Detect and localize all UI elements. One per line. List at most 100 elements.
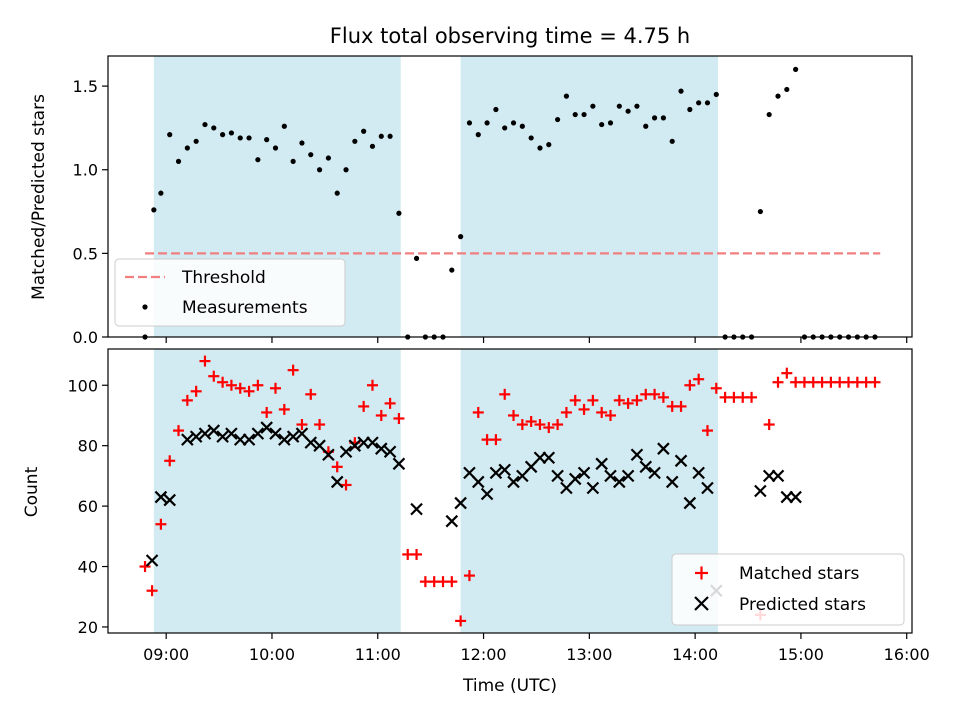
measurement-point [458,234,464,240]
measurement-point [757,208,763,215]
measurement-point [713,91,719,98]
measurement-point [228,130,235,136]
matched-star-point [746,391,758,403]
predicted-star-point [225,427,238,440]
bottom-y-tick-label: 20 [78,618,98,637]
predicted-star-point [392,457,406,471]
measurement-point [299,140,305,146]
measurement-point [599,121,605,128]
measurement-point [616,103,622,109]
measurement-point [151,207,157,213]
measurement-point [572,111,578,118]
predicted-star-points [145,421,802,597]
x-tick-label: 15:00 [778,645,824,664]
chart-title: Flux total observing time = 4.75 h [330,24,690,48]
x-tick-label: 09:00 [143,645,189,664]
top-y-tick-label: 1.5 [73,77,98,96]
matched-star-point [446,576,458,588]
matched-star-point [525,416,537,428]
measurement-point [643,123,649,129]
matched-star-point [534,419,546,431]
matched-star-point [243,385,255,397]
matched-star-point [472,406,484,418]
measurement-point [784,86,790,93]
matched-star-point [278,403,290,415]
measurement-point [175,158,182,164]
matched-star-point [270,382,281,394]
predicted-star-point [251,427,265,440]
predicted-star-point [639,460,653,474]
bottom-x-ticks: 09:00 10:00 11:00 12:00 13:00 14:00 15:00 16:00 [143,633,930,664]
measurement-point [678,88,684,94]
bottom-y-tick-label: 40 [78,558,98,577]
predicted-star-point [692,466,705,480]
measurement-point [369,143,376,149]
measurement-point [378,133,384,139]
measurement-point [625,108,631,114]
measurement-point [413,255,420,261]
matched-star-point [225,379,237,391]
matched-star-point [649,388,661,400]
measurement-point [502,125,508,131]
predicted-star-point [330,475,344,489]
measurement-point [449,267,455,273]
predicted-star-point [701,481,714,495]
measurement-point [466,120,473,126]
measurement-point [687,106,693,113]
measurement-point [475,132,481,138]
measurement-point [167,132,173,138]
predicted-star-point [683,496,697,510]
predicted-star-point [771,469,785,483]
measurement-point [696,100,702,106]
measurement-point [308,152,314,158]
matched-star-point [208,370,220,382]
matched-star-point [139,561,151,573]
legend-matched-marker [695,566,708,580]
x-tick-label: 11:00 [355,645,401,664]
matched-star-point [613,394,625,406]
predicted-star-point [242,433,256,446]
matched-star-point [181,394,193,406]
predicted-star-point [375,442,388,455]
matched-star-point [631,394,643,406]
predicted-star-point [304,436,318,449]
predicted-star-point [595,457,608,471]
matched-star-point [516,419,528,431]
matched-star-point [305,388,317,400]
predicted-star-point [665,475,679,489]
matched-star-point [393,412,405,424]
measurement-point [634,103,640,109]
measurement-point [211,125,217,131]
top-y-axis-label: Matched/Predicted stars [29,94,49,300]
predicted-star-point [154,490,168,504]
measurement-point [281,123,287,129]
bottom-y-tick-label: 100 [67,376,98,395]
predicted-star-point [498,463,511,477]
measurement-point [316,167,323,173]
predicted-star-point [216,430,229,443]
predicted-star-point [754,484,767,498]
predicted-star-point [269,427,282,440]
matched-star-point [622,397,634,409]
measurement-point [528,135,534,141]
predicted-star-point [445,514,459,528]
measurement-point [493,106,499,113]
matched-star-point [366,379,378,391]
predicted-star-point [181,433,194,446]
predicted-star-point [613,475,626,489]
matched-star-point [693,373,705,385]
matched-star-point [463,570,475,582]
measurement-point [387,133,393,139]
predicted-star-point [621,469,635,483]
matched-star-point [287,364,299,376]
legend-threshold-label: Threshold [181,268,266,288]
matched-star-point [763,419,775,431]
x-tick-label: 14:00 [672,645,718,664]
measurement-point [264,137,270,143]
matched-star-point [781,367,793,379]
matched-star-point [234,382,246,394]
predicted-star-point [586,481,600,495]
measurement-point [510,120,517,126]
bottom-y-tick-label: 60 [78,497,98,516]
